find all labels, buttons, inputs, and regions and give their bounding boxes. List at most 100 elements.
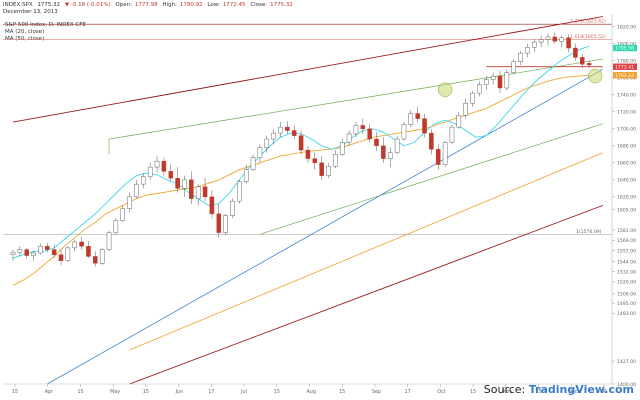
x-tick-label: 16: [601, 389, 607, 395]
high-value: 1780.92: [179, 2, 203, 8]
y-tick-label: 1532.00: [617, 270, 636, 276]
y-tick-label: 1640.00: [617, 178, 636, 184]
candle: [394, 138, 400, 153]
candle: [120, 208, 125, 221]
symbol: INDEX:SPX: [3, 2, 33, 8]
x-tick-label: 15: [536, 389, 542, 395]
candle: [367, 128, 372, 140]
y-tick-label: 1557.00: [617, 248, 636, 254]
x-tick-label: Apr: [45, 389, 53, 395]
candle: [175, 177, 180, 189]
x-tick-label: Oct: [437, 389, 445, 395]
candle: [223, 215, 228, 233]
candle: [463, 103, 468, 116]
candle: [79, 241, 84, 247]
x-tick-label: 15: [12, 389, 18, 395]
candle: [72, 241, 77, 249]
candle: [182, 179, 187, 189]
candle: [127, 196, 132, 209]
open-label: Open:: [115, 2, 132, 8]
candle: [360, 125, 366, 130]
candle: [326, 166, 331, 176]
candle: [442, 142, 448, 165]
candle: [339, 142, 345, 155]
candle: [518, 52, 523, 62]
candle: [580, 57, 585, 65]
candle: [271, 132, 276, 140]
lower-channel-line: [129, 204, 604, 385]
candle: [65, 247, 71, 261]
y-tick-label: 1760.00: [617, 76, 636, 82]
x-tick-label: 15: [274, 389, 280, 395]
candle: [24, 249, 29, 256]
candle: [58, 254, 64, 261]
x-tick-label: 17: [208, 389, 214, 395]
ma20-legend: MA (20, close): [5, 29, 45, 35]
header-date: December 13, 2013: [3, 9, 58, 15]
candle: [387, 152, 393, 159]
candle: [586, 63, 592, 66]
candle: [285, 126, 290, 131]
candle: [312, 158, 318, 164]
candle: [566, 37, 571, 49]
candle: [422, 118, 427, 134]
green-resistance-line: [108, 58, 603, 140]
candle: [237, 181, 242, 202]
y-tick-label: 1800.00: [617, 42, 636, 48]
candle: [278, 126, 283, 134]
y-tick-label: 1427.00: [617, 359, 636, 365]
candle: [470, 92, 475, 104]
x-tick-label: 15: [470, 389, 476, 395]
candle: [106, 232, 112, 250]
annotations: 1.272(1823.42) 1.618(1805.52) 1(1576.09): [437, 19, 606, 235]
green-parallel-line: [259, 123, 603, 235]
y-tick-label: 1520.00: [617, 280, 636, 286]
candle: [243, 169, 249, 182]
y-tick-label: 1605.00: [617, 207, 636, 213]
candle: [17, 249, 23, 253]
candles: [10, 32, 592, 267]
candle: [435, 149, 441, 165]
moving-averages: [12, 45, 590, 286]
candle: [319, 162, 324, 176]
low-label: Low:: [207, 2, 220, 8]
candle: [401, 124, 407, 140]
y-tick-label: 1400.00: [617, 382, 636, 388]
x-tick-label: Jun: [175, 389, 184, 395]
candle: [408, 113, 414, 125]
price-badge-label: 1763.24: [615, 73, 634, 79]
candle: [141, 176, 146, 185]
candle: [195, 186, 201, 199]
fib-label: 1.618(1805.52): [570, 34, 606, 40]
x-tick-label: 15: [339, 389, 345, 395]
candle: [168, 171, 174, 179]
candle: [504, 72, 510, 89]
y-tick-label: 1544.00: [617, 259, 636, 265]
x-tick-label: Dec: [568, 389, 578, 395]
candle: [573, 47, 578, 58]
fib-label: 1(1576.09): [576, 229, 602, 235]
close-label: Close:: [250, 2, 268, 8]
candle: [415, 113, 420, 119]
blue-support-line: [47, 68, 604, 385]
y-tick-label: 1581.00: [617, 228, 636, 234]
candle: [532, 41, 537, 48]
candle: [189, 179, 194, 199]
orange-support-line: [129, 152, 604, 351]
candle: [511, 61, 516, 73]
candle: [490, 75, 496, 80]
candle: [291, 130, 297, 136]
x-tick-label: 15: [77, 389, 83, 395]
candle: [305, 149, 311, 159]
last-price: 1775.32: [37, 2, 61, 8]
y-tick-label: 1506.00: [617, 292, 636, 298]
x-tick-label: May: [110, 389, 120, 395]
candle: [298, 135, 304, 151]
candle: [559, 37, 564, 42]
y-tick-label: 1569.00: [617, 238, 636, 244]
study-title: S&P 500 Index, D, INDEX CFE: [5, 22, 86, 28]
candle: [333, 154, 338, 167]
candle: [38, 246, 43, 254]
y-tick-label: 1495.00: [617, 301, 636, 307]
